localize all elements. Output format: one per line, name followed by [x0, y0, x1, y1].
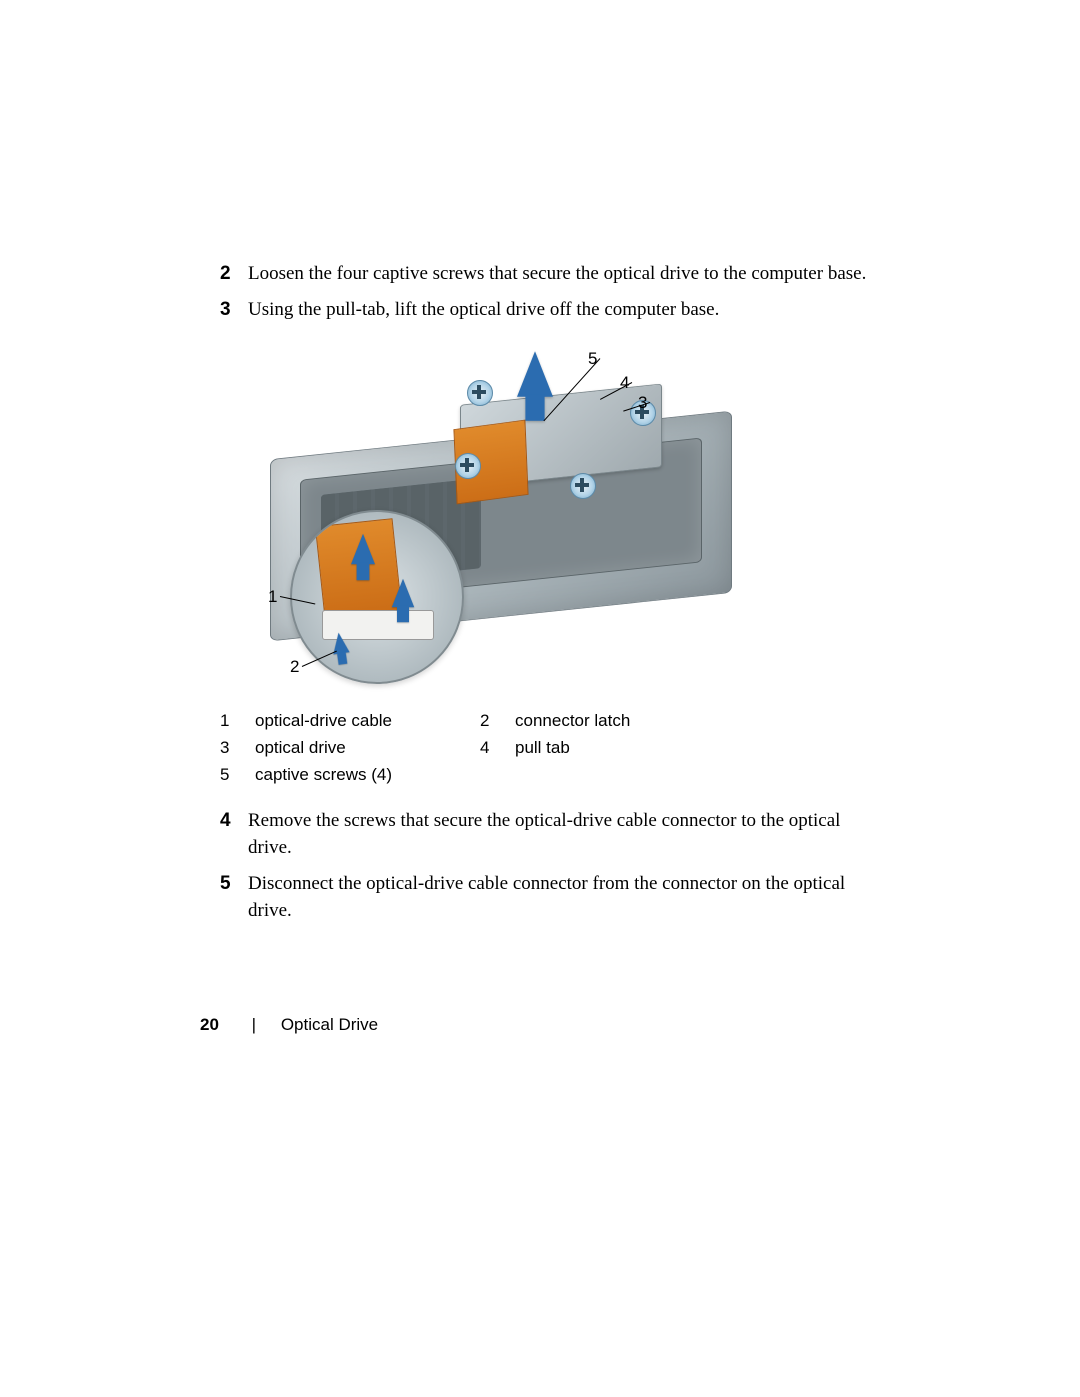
legend-row: 3 optical drive 4 pull tab	[220, 734, 880, 761]
detail-arrow-icon	[351, 534, 375, 564]
step-text: Loosen the four captive screws that secu…	[248, 260, 866, 288]
legend-num: 5	[220, 761, 255, 788]
callout-2: 2	[290, 657, 299, 677]
step-5: 5 Disconnect the optical-drive cable con…	[220, 870, 880, 925]
step-2: 2 Loosen the four captive screws that se…	[220, 260, 880, 288]
step-4: 4 Remove the screws that secure the opti…	[220, 807, 880, 862]
legend-num: 2	[480, 707, 515, 734]
detail-arrow-icon	[392, 579, 415, 608]
step-number: 5	[220, 870, 248, 898]
legend-row: 1 optical-drive cable 2 connector latch	[220, 707, 880, 734]
legend-num: 4	[480, 734, 515, 761]
step-text: Using the pull-tab, lift the optical dri…	[248, 296, 719, 324]
steps-top: 2 Loosen the four captive screws that se…	[220, 260, 880, 323]
step-text: Remove the screws that secure the optica…	[248, 807, 880, 862]
steps-bottom: 4 Remove the screws that secure the opti…	[220, 807, 880, 925]
step-number: 3	[220, 296, 248, 324]
lift-arrow-icon	[517, 351, 553, 397]
legend-row: 5 captive screws (4)	[220, 761, 880, 788]
footer-sep: |	[252, 1015, 256, 1035]
document-page: 2 Loosen the four captive screws that se…	[0, 0, 1080, 1397]
legend-text: captive screws (4)	[255, 761, 480, 788]
callout-1: 1	[268, 587, 277, 607]
step-number: 2	[220, 260, 248, 288]
legend-text: optical drive	[255, 734, 480, 761]
page-number: 20	[200, 1015, 219, 1035]
content-block: 2 Loosen the four captive screws that se…	[220, 260, 880, 925]
legend-num: 1	[220, 707, 255, 734]
detail-inset	[290, 510, 464, 684]
legend-text: connector latch	[515, 707, 740, 734]
figure-optical-drive: 1 2 3 4 5	[230, 345, 790, 685]
captive-screw-icon	[467, 380, 493, 406]
legend-text: optical-drive cable	[255, 707, 480, 734]
section-title: Optical Drive	[281, 1015, 378, 1035]
step-3: 3 Using the pull-tab, lift the optical d…	[220, 296, 880, 324]
figure-legend: 1 optical-drive cable 2 connector latch …	[220, 707, 880, 789]
legend-num: 3	[220, 734, 255, 761]
captive-screw-icon	[570, 473, 596, 499]
legend-text: pull tab	[515, 734, 740, 761]
step-text: Disconnect the optical-drive cable conne…	[248, 870, 880, 925]
captive-screw-icon	[455, 453, 481, 479]
page-footer: 20 | Optical Drive	[200, 1015, 378, 1035]
step-number: 4	[220, 807, 248, 835]
